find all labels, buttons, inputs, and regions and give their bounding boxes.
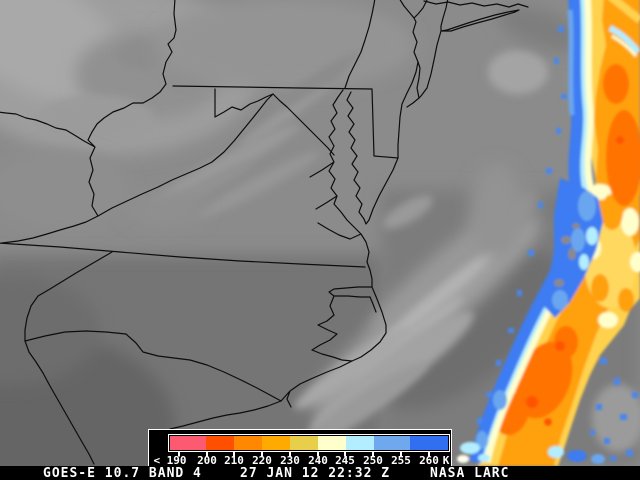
colorbar-segment <box>206 436 234 450</box>
timestamp: 27 JAN 12 22:32 Z <box>240 466 391 480</box>
colorbar-segment <box>234 436 262 450</box>
colorbar-label: 220 <box>252 454 272 465</box>
colorbar-label: 200 <box>197 454 217 465</box>
satellite-image <box>0 0 640 466</box>
border-ohio-valley <box>0 0 274 244</box>
colorbar-label: < 190 <box>153 454 186 465</box>
border-susquehanna <box>344 0 376 89</box>
colorbar-unit-label: K <box>443 454 450 465</box>
colorbar-label: 250 <box>363 454 383 465</box>
colorbar-scale: < 190 200 210 220 230 240 245 250 255 26… <box>153 434 450 465</box>
cold-cloud-band <box>370 0 640 466</box>
credit-label: NASA LARC <box>430 466 510 480</box>
border-mason-dixon <box>172 85 399 159</box>
border-chesapeake-west <box>309 89 370 263</box>
colorbar: < 190 200 210 220 230 240 245 250 255 26… <box>148 429 452 466</box>
status-bar: GOES-E 10.7 BAND 4 27 JAN 12 22:32 Z NAS… <box>0 466 640 480</box>
border-nc-sc <box>24 330 282 402</box>
colorbar-label: 230 <box>280 454 300 465</box>
colorbar-label: 240 <box>308 454 328 465</box>
colorbar-segment <box>170 436 206 450</box>
border-nc-coast <box>169 261 387 430</box>
border-delmarva <box>346 61 421 225</box>
state-borders <box>0 0 529 465</box>
colorbar-label: 210 <box>224 454 244 465</box>
border-sc-ga <box>24 340 95 465</box>
colorbar-segment <box>318 436 346 450</box>
colorbar-segment <box>410 436 448 450</box>
colorbar-label: 245 <box>335 454 355 465</box>
colorbar-segment <box>374 436 410 450</box>
colorbar-label: 260 <box>419 454 439 465</box>
border-va-nc <box>0 242 366 268</box>
colorbar-ticks <box>178 451 430 457</box>
colorbar-label: 255 <box>391 454 411 465</box>
colorbar-segment <box>262 436 290 450</box>
border-nj-ny <box>399 0 529 99</box>
satellite-label: GOES-E 10.7 BAND 4 <box>43 466 202 480</box>
border-tn-nc <box>24 251 113 342</box>
colorbar-segment <box>346 436 374 450</box>
colorbar-segment <box>290 436 318 450</box>
